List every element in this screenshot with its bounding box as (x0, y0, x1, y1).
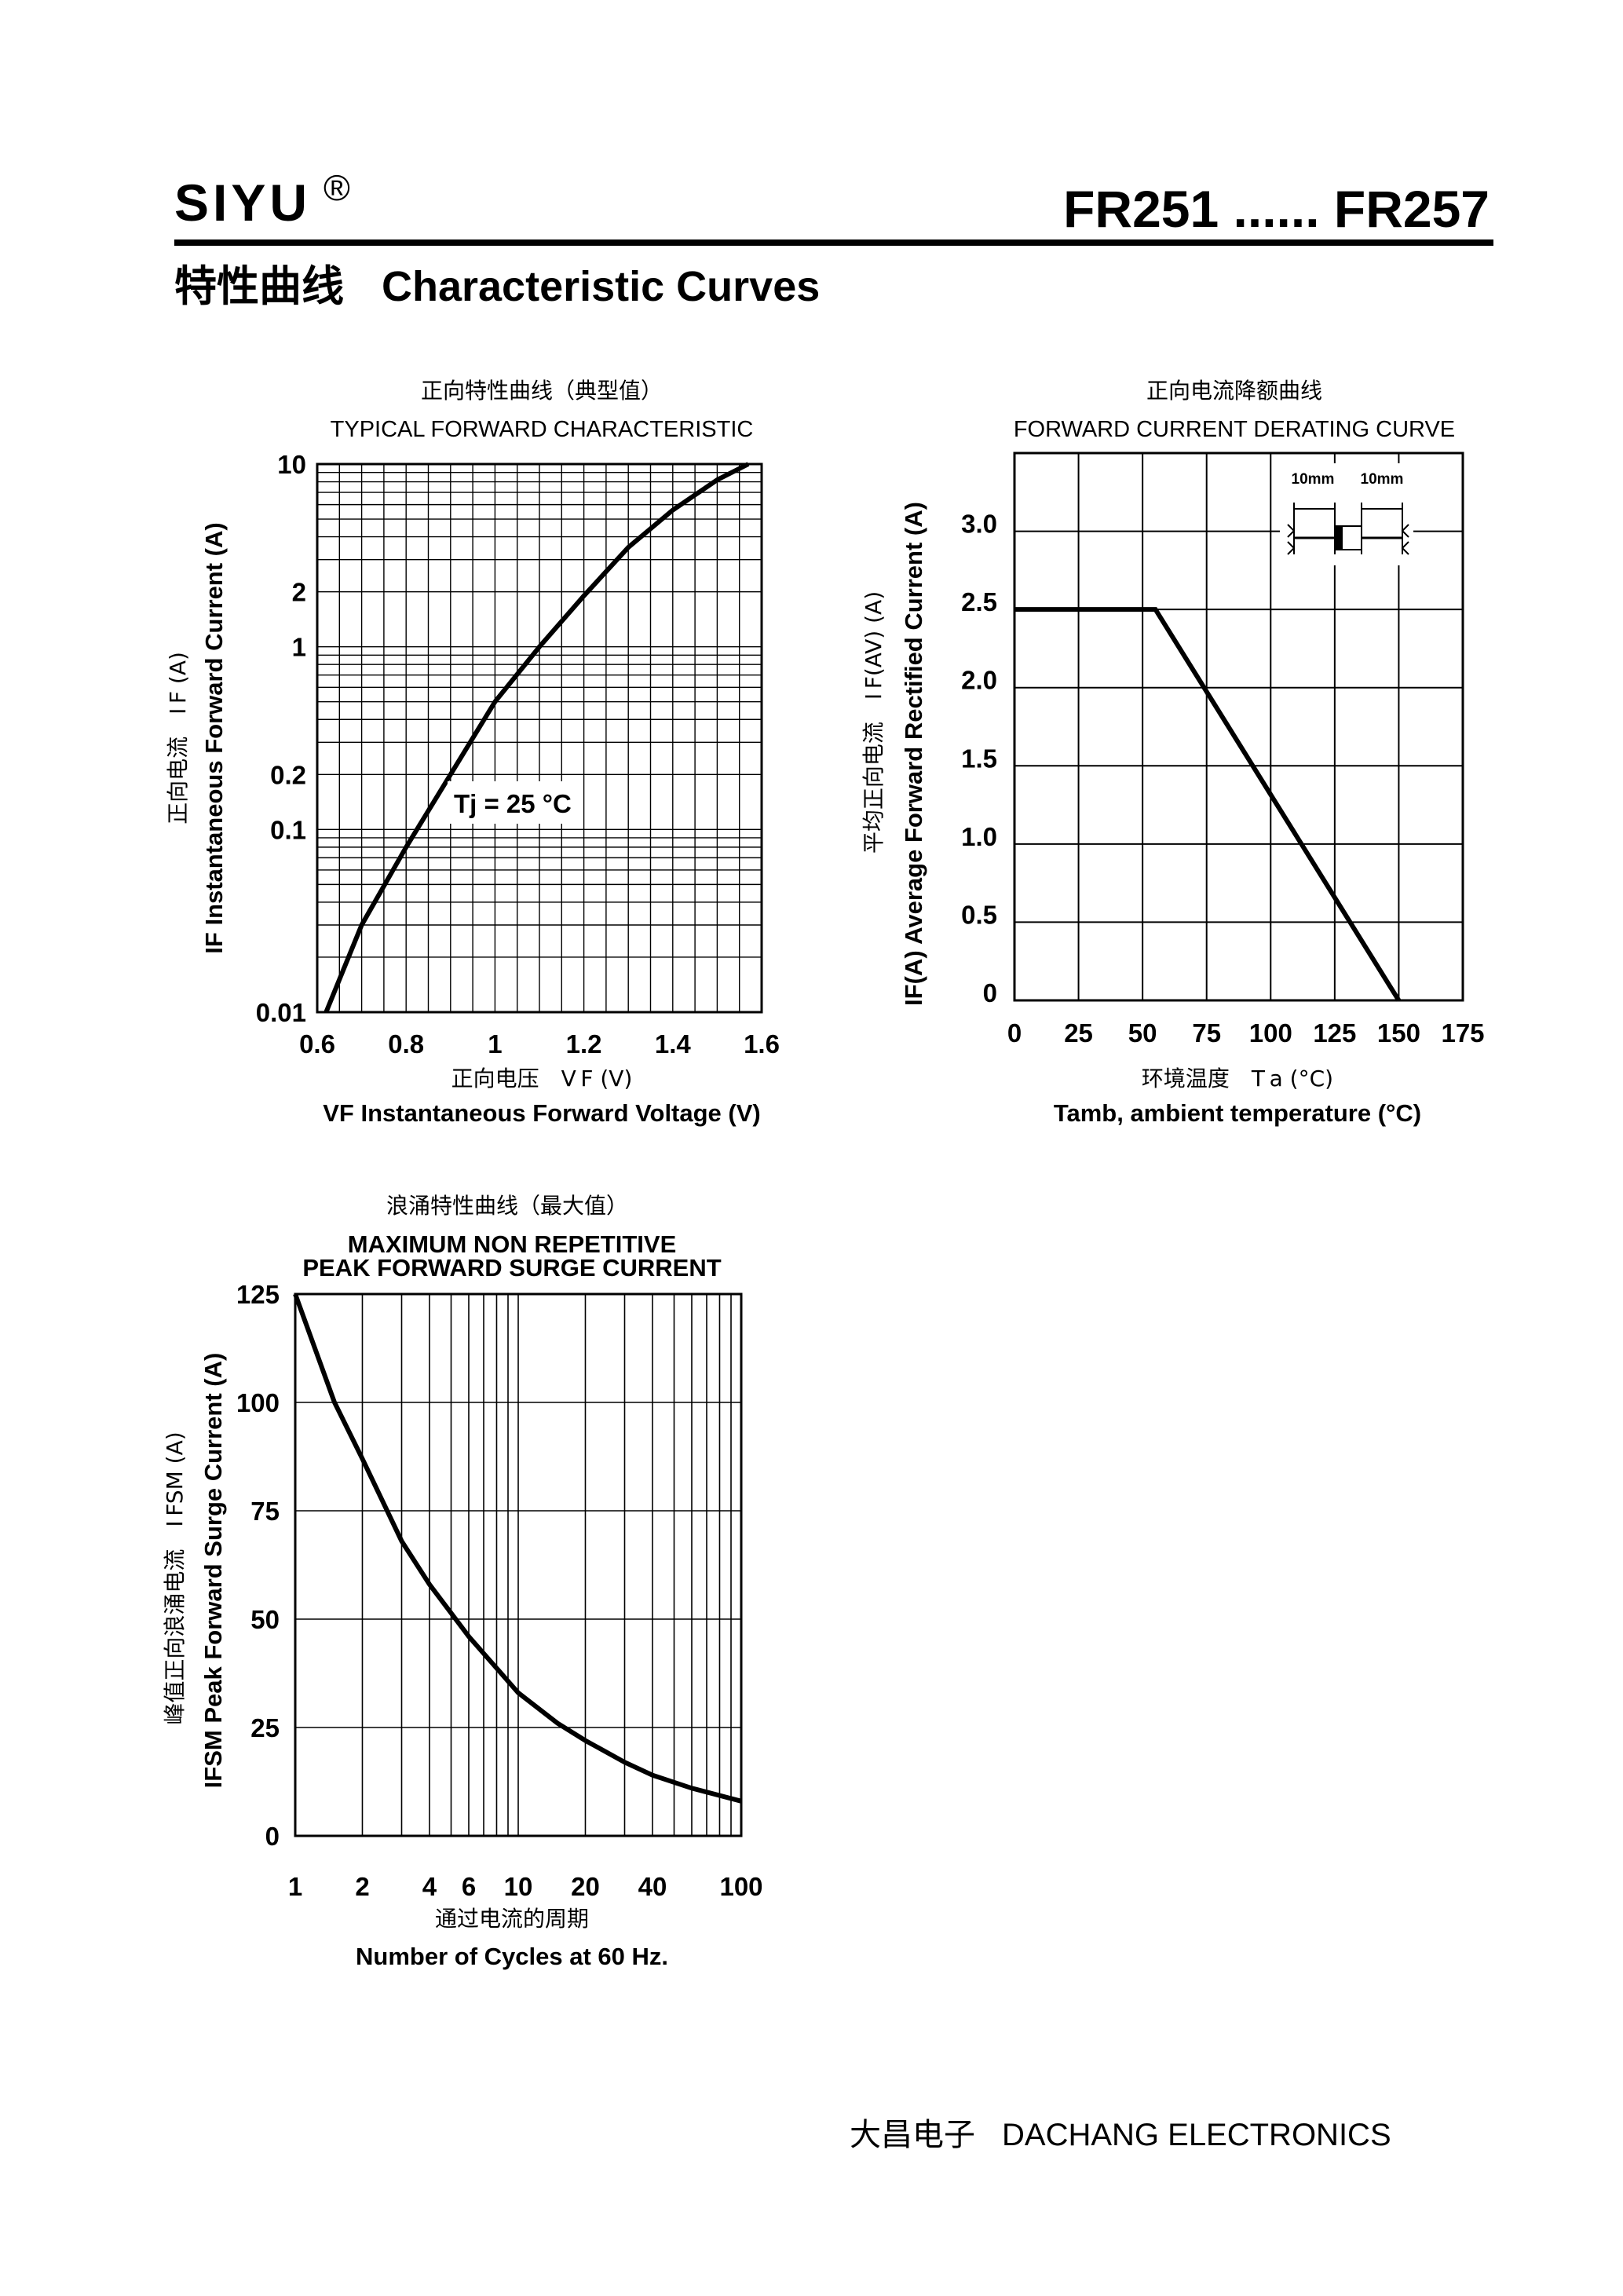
chart2-title: FORWARD CURRENT DERATING CURVE (1014, 417, 1455, 442)
section-title-en: Characteristic Curves (382, 263, 821, 310)
registered-mark: ® (324, 167, 350, 208)
chart3-y-tick: 75 (250, 1497, 280, 1526)
chart1-y-ticks: 0.01 0.1 0.2 1 2 10 (256, 450, 306, 1027)
inset-label-left: 10mm (1292, 471, 1335, 488)
chart3-x-tick: 20 (571, 1872, 600, 1901)
footer: 大昌电子 DACHANG ELECTRONICS (850, 2109, 1391, 2155)
chart1-y-tick: 0.2 (270, 760, 306, 789)
chart3-y-tick: 0 (265, 1822, 280, 1851)
chart2-y-tick: 2.0 (961, 666, 997, 695)
chart3-grid (295, 1294, 741, 1836)
chart3-ylabel: IFSM Peak Forward Surge Current (A) (199, 1353, 227, 1789)
chart1-xlabel-cn: 正向电压 V F (V) (451, 1066, 633, 1091)
derating-chart-group: 正向电流降额曲线 FORWARD CURRENT DERATING CURVE … (861, 378, 1485, 1127)
chart2-xlabel: Tamb, ambient temperature (°C) (1054, 1099, 1421, 1127)
chart3-title-line1: MAXIMUM NON REPETITIVE (348, 1230, 677, 1258)
chart1-x-tick: 1 (488, 1029, 502, 1058)
chart3-x-tick: 100 (719, 1872, 762, 1901)
footer-company-en: DACHANG ELECTRONICS (1002, 2118, 1391, 2152)
chart2-x-ticks: 0 25 50 75 100 125 150 175 (1007, 1018, 1485, 1047)
chart1-y-tick: 10 (277, 450, 306, 479)
chart1-y-tick: 0.1 (270, 815, 306, 844)
chart1-annotation: Tj = 25 °C (454, 789, 572, 818)
chart2-y-tick: 2.5 (961, 587, 997, 616)
chart1-y-tick: 2 (292, 578, 306, 607)
chart2-y-tick: 1.0 (961, 822, 997, 851)
chart2-y-tick: 1.5 (961, 744, 997, 773)
chart1-x-tick: 1.6 (744, 1029, 780, 1058)
chart3-xlabel-cn: 通过电流的周期 (435, 1906, 589, 1932)
chart2-grid (1014, 453, 1463, 1000)
footer-company-cn: 大昌电子 (850, 2117, 975, 2153)
section-title: 特性曲线 Characteristic Curves (174, 251, 820, 313)
chart2-x-tick: 50 (1128, 1018, 1157, 1047)
chart3-x-tick: 10 (504, 1872, 533, 1901)
inset-clips (1287, 524, 1409, 555)
derating-curve (1014, 607, 1401, 1002)
chart2-x-tick: 175 (1441, 1018, 1484, 1047)
chart2-x-tick: 125 (1313, 1018, 1356, 1047)
chart1-y-tick: 1 (292, 633, 306, 662)
chart3-y-tick: 125 (236, 1280, 280, 1309)
chart3-y-ticks: 0 25 50 75 100 125 (236, 1280, 280, 1851)
chart2-y-tick: 0 (983, 978, 997, 1007)
chart1-frame (316, 462, 763, 1014)
chart1-annotation-bg (448, 781, 581, 824)
chart3-y-tick: 50 (250, 1605, 280, 1634)
chart1-x-tick: 0.6 (299, 1029, 335, 1058)
lead-length-inset: 10mm 10mm (1280, 463, 1413, 565)
chart2-ylabel-cn: 平均正向电流 I F(AV) (A) (861, 591, 886, 854)
forward-curve (324, 462, 750, 1014)
chart3-ylabel-cn: 峰值正向浪涌电流 I FSM (A) (162, 1431, 188, 1724)
chart1-grid (317, 464, 762, 1012)
chart2-y-tick: 3.0 (961, 510, 997, 539)
chart1-x-ticks: 0.6 0.8 1 1.2 1.4 1.6 (299, 1029, 780, 1058)
chart2-x-tick: 100 (1249, 1018, 1292, 1047)
chart3-y-tick: 25 (250, 1713, 280, 1742)
chart2-frame (1013, 452, 1464, 1002)
header-rule (174, 239, 1493, 246)
forward-chart-group: 正向特性曲线（典型值） TYPICAL FORWARD CHARACTERIST… (165, 378, 780, 1127)
chart3-title-line2: PEAK FORWARD SURGE CURRENT (302, 1254, 721, 1281)
chart2-y-ticks: 0 0.5 1.0 1.5 2.0 2.5 3.0 (961, 510, 997, 1007)
chart3-x-tick: 40 (638, 1872, 667, 1901)
surge-chart-group: 浪涌特性曲线（最大值） MAXIMUM NON REPETITIVE PEAK … (162, 1193, 763, 1970)
chart3-x-tick: 6 (462, 1872, 476, 1901)
inset-diode-band (1335, 526, 1343, 550)
surge-curve (293, 1292, 742, 1804)
chart3-xlabel: Number of Cycles at 60 Hz. (356, 1943, 668, 1970)
chart2-x-tick: 0 (1007, 1018, 1022, 1047)
chart2-x-tick: 150 (1377, 1018, 1420, 1047)
chart3-frame (294, 1292, 743, 1837)
chart2-xlabel-cn: 环境温度 T a (°C) (1142, 1066, 1333, 1091)
brand-name: SIYU (174, 174, 312, 232)
chart2-x-tick: 25 (1064, 1018, 1093, 1047)
chart2-ylabel: IF(A) Average Forward Rectified Current … (900, 502, 927, 1006)
chart1-title: TYPICAL FORWARD CHARACTERISTIC (331, 417, 754, 442)
chart3-x-tick: 2 (355, 1872, 369, 1901)
section-title-cn: 特性曲线 (174, 261, 344, 311)
chart3-x-tick: 4 (422, 1872, 437, 1901)
chart1-y-tick: 0.01 (256, 998, 306, 1027)
chart1-x-tick: 0.8 (388, 1029, 424, 1058)
chart1-x-tick: 1.4 (655, 1029, 692, 1058)
chart1-title-cn: 正向特性曲线（典型值） (421, 378, 663, 404)
chart3-y-tick: 100 (236, 1388, 280, 1417)
chart2-y-tick: 0.5 (961, 900, 997, 929)
chart2-x-tick: 75 (1192, 1018, 1221, 1047)
chart1-x-tick: 1.2 (566, 1029, 602, 1058)
inset-label-right: 10mm (1361, 471, 1404, 488)
chart1-xlabel: VF Instantaneous Forward Voltage (V) (323, 1099, 761, 1127)
chart3-title-cn: 浪涌特性曲线（最大值） (386, 1193, 628, 1219)
chart3-x-tick: 1 (288, 1872, 302, 1901)
chart1-ylabel: IF Instantaneous Forward Current (A) (200, 522, 228, 953)
chart1-ylabel-cn: 正向电流 I F (A) (165, 652, 191, 824)
chart3-x-ticks: 1 2 4 6 10 20 40 100 (288, 1872, 763, 1901)
part-number-range: FR251 ...... FR257 (1063, 180, 1490, 238)
chart2-title-cn: 正向电流降额曲线 (1146, 378, 1322, 404)
